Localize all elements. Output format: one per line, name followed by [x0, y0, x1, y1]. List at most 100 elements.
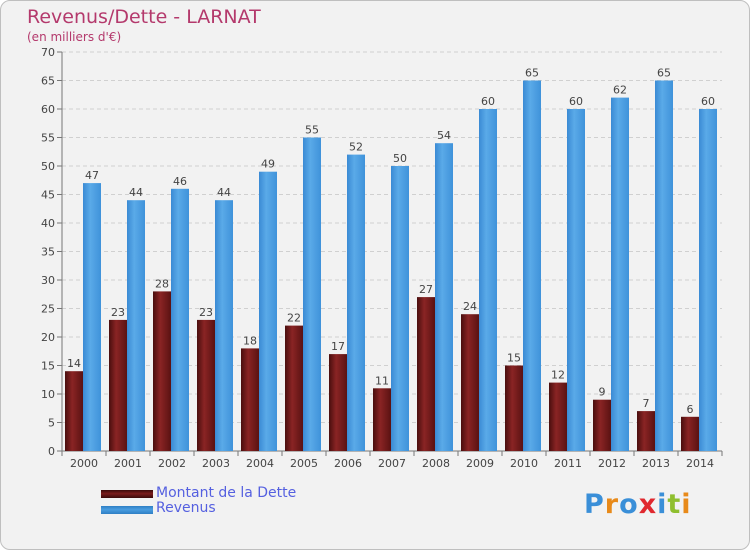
bar-revenus	[567, 109, 585, 451]
x-tick-label: 2002	[158, 457, 186, 470]
bar-revenus	[127, 200, 145, 451]
x-tick-label: 2014	[686, 457, 714, 470]
bar-revenus	[479, 109, 497, 451]
data-label-revenus: 62	[613, 84, 627, 97]
bar-dette	[461, 314, 479, 451]
data-label-revenus: 60	[701, 95, 715, 108]
bar-dette	[593, 399, 611, 451]
data-label-revenus: 50	[393, 152, 407, 165]
x-tick-label: 2013	[642, 457, 670, 470]
chart-subtitle: (en milliers d'€)	[27, 30, 122, 44]
y-tick-label: 55	[41, 132, 55, 145]
data-label-revenus: 44	[217, 186, 231, 199]
logo-letter: i	[657, 489, 668, 520]
y-tick-label: 20	[41, 331, 55, 344]
logo-letter: o	[619, 489, 639, 520]
bar-revenus	[215, 200, 233, 451]
y-tick-label: 40	[41, 217, 55, 230]
x-tick-label: 2001	[114, 457, 142, 470]
bar-revenus	[303, 137, 321, 451]
logo-letter: P	[584, 489, 605, 520]
bar-dette	[109, 319, 127, 451]
data-label-dette: 9	[599, 386, 606, 399]
bar-revenus	[171, 188, 189, 452]
bar-dette	[329, 354, 347, 451]
data-label-revenus: 60	[481, 95, 495, 108]
bar-dette	[153, 291, 171, 451]
bar-revenus	[391, 166, 409, 451]
data-label-dette: 11	[375, 374, 389, 387]
proxiti-logo: Proxiti	[584, 489, 692, 520]
data-label-dette: 14	[67, 357, 81, 370]
bar-dette	[549, 382, 567, 451]
logo-letter: x	[638, 489, 658, 520]
bar-dette	[197, 319, 215, 451]
logo-letter: i	[681, 489, 692, 520]
data-label-revenus: 52	[349, 141, 363, 154]
chart-title: Revenus/Dette - LARNAT	[27, 6, 261, 28]
bar-dette	[505, 365, 523, 451]
x-tick-label: 2006	[334, 457, 362, 470]
legend-label-revenus: Revenus	[156, 500, 216, 516]
logo-letter: t	[667, 489, 682, 520]
data-label-dette: 18	[243, 334, 257, 347]
data-label-dette: 15	[507, 352, 521, 365]
bar-dette	[417, 297, 435, 451]
data-label-dette: 22	[287, 312, 301, 325]
y-tick-label: 30	[41, 274, 55, 287]
bar-revenus	[435, 143, 453, 451]
data-label-dette: 17	[331, 340, 345, 353]
x-tick-label: 2005	[290, 457, 318, 470]
y-tick-label: 45	[41, 189, 55, 202]
data-label-dette: 12	[551, 369, 565, 382]
legend-swatch-revenus	[101, 506, 153, 514]
bar-revenus	[611, 97, 629, 451]
y-tick-label: 10	[41, 388, 55, 401]
data-label-revenus: 54	[437, 129, 451, 142]
data-label-dette: 23	[111, 306, 125, 319]
x-tick-label: 2000	[70, 457, 98, 470]
bar-dette	[65, 371, 83, 451]
data-label-revenus: 44	[129, 186, 143, 199]
x-tick-label: 2004	[246, 457, 274, 470]
bar-dette	[285, 325, 303, 451]
legend-label-dette: Montant de la Dette	[156, 485, 297, 501]
x-tick-label: 2011	[554, 457, 582, 470]
bar-revenus	[655, 80, 673, 451]
data-label-revenus: 65	[657, 67, 671, 80]
x-tick-label: 2008	[422, 457, 450, 470]
bar-dette	[637, 411, 655, 451]
x-tick-label: 2010	[510, 457, 538, 470]
bar-revenus	[699, 109, 717, 451]
x-tick-label: 2007	[378, 457, 406, 470]
y-tick-label: 70	[41, 46, 55, 59]
data-label-revenus: 55	[305, 124, 319, 137]
logo-letter: r	[604, 489, 620, 520]
data-label-dette: 24	[463, 300, 477, 313]
bar-revenus	[523, 80, 541, 451]
data-label-revenus: 65	[525, 67, 539, 80]
bar-dette	[241, 348, 259, 451]
x-tick-label: 2009	[466, 457, 494, 470]
bar-revenus	[347, 154, 365, 451]
data-label-dette: 23	[199, 306, 213, 319]
y-tick-label: 25	[41, 303, 55, 316]
y-tick-label: 0	[48, 445, 55, 458]
data-label-revenus: 60	[569, 95, 583, 108]
x-tick-label: 2003	[202, 457, 230, 470]
bar-dette	[373, 388, 391, 451]
y-tick-label: 5	[48, 417, 55, 430]
data-label-revenus: 47	[85, 169, 99, 182]
legend-swatch-dette	[101, 490, 153, 498]
y-tick-label: 35	[41, 246, 55, 259]
bar-revenus	[259, 171, 277, 451]
y-tick-label: 65	[41, 75, 55, 88]
y-tick-label: 50	[41, 160, 55, 173]
y-tick-label: 60	[41, 103, 55, 116]
data-label-dette: 28	[155, 277, 169, 290]
x-tick-label: 2012	[598, 457, 626, 470]
bar-dette	[681, 416, 699, 451]
data-label-revenus: 49	[261, 158, 275, 171]
